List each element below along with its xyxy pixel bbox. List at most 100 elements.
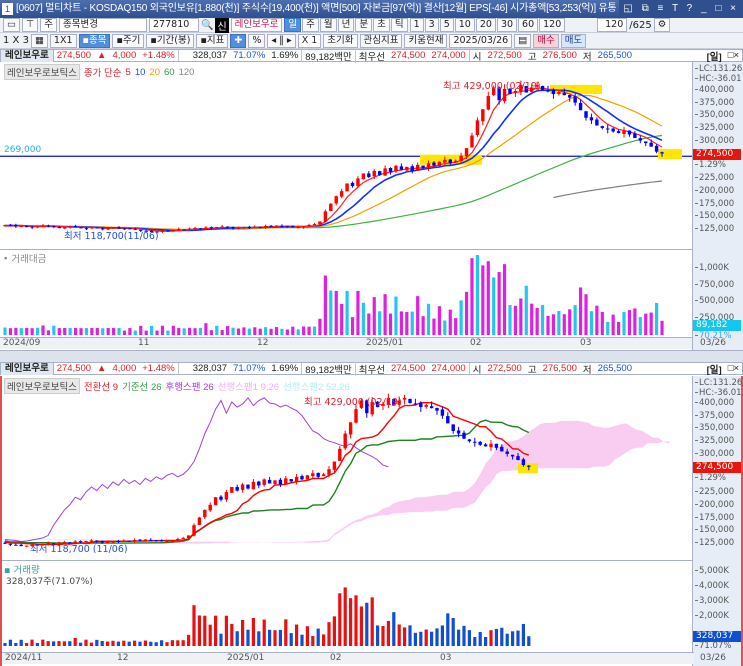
play-back-icon[interactable]: ◂ ‖ ▸	[267, 33, 296, 48]
minute-tab[interactable]: 30	[496, 18, 518, 32]
range-button[interactable]: ▪기간(봉)	[146, 33, 195, 48]
period-tab[interactable]: 월	[319, 18, 337, 32]
period-tag[interactable]: [일]	[706, 364, 722, 376]
low-annotation: 최저 118,700 (11/06)	[30, 544, 128, 555]
amount-bar	[416, 296, 420, 335]
volume-bar	[413, 632, 417, 646]
volume-bar	[127, 641, 131, 646]
period-tag[interactable]: [일]	[706, 51, 722, 63]
candle-body	[176, 538, 180, 540]
candle-body	[219, 496, 223, 500]
minute-tab[interactable]: 20	[475, 18, 496, 32]
candle-body	[334, 196, 338, 204]
candle-body	[578, 102, 583, 111]
quote-price: 274,500	[56, 363, 92, 374]
chart2-stock-label[interactable]: 레인보우로보틱스	[4, 378, 80, 394]
window-icon[interactable]: ▭	[3, 18, 20, 32]
quote-volume: 328,037	[192, 363, 228, 374]
volume-bar	[73, 637, 77, 646]
candle-body	[654, 145, 659, 152]
period-tab[interactable]: 일	[284, 18, 302, 32]
chart-divider[interactable]	[0, 350, 743, 362]
candle-body	[426, 163, 431, 168]
stock-code-input[interactable]: 277810	[149, 18, 200, 32]
chart1-price-axis[interactable]: LC:131.26 HC:-36.01 400,000 375,000 350,00…	[692, 62, 743, 350]
indicator-button[interactable]: ▪지표	[196, 33, 229, 48]
volume-bar	[214, 615, 218, 646]
candle-body	[530, 87, 534, 92]
axis-tick: 175,000	[695, 199, 734, 209]
period-button[interactable]: ▪주기	[112, 33, 145, 48]
amount-bar	[421, 316, 425, 335]
amount-bar	[166, 330, 170, 335]
axis-tick: 125,000	[695, 224, 734, 234]
amount-bar	[475, 255, 480, 335]
reset-button[interactable]: 초기화	[323, 33, 358, 48]
search-icon[interactable]: 🔍	[201, 19, 214, 31]
settings-icon[interactable]: ⚙	[653, 18, 671, 32]
candle-body	[84, 228, 89, 230]
candle-body	[25, 226, 29, 228]
candle-body	[329, 203, 333, 212]
minute-tab[interactable]: 10	[454, 18, 475, 32]
chart2-price-axis[interactable]: LC:131.26 HC:-36.01 400,000 375,000 350,00…	[692, 376, 743, 666]
period-tab[interactable]: 주	[302, 18, 319, 32]
amount-bar	[323, 275, 327, 335]
volume-bar	[295, 624, 299, 646]
candle-body	[437, 161, 442, 166]
minute-tab[interactable]: 1	[409, 18, 424, 32]
buy-button[interactable]: 매수	[533, 33, 559, 48]
period-tab[interactable]: 년	[337, 18, 355, 32]
candle-body	[524, 85, 528, 93]
amount-bar	[497, 272, 501, 335]
date-tick: 02	[330, 653, 342, 663]
minute-tab[interactable]: 3	[424, 18, 439, 32]
crosshair-icon[interactable]: ✚	[230, 33, 247, 48]
axis-tick: 300,000	[695, 136, 734, 146]
minute-tab[interactable]: 120	[539, 18, 566, 32]
period-tab[interactable]: 초	[373, 18, 390, 32]
sell-button[interactable]: 매도	[560, 33, 587, 48]
volume-title: 거래대금	[11, 254, 47, 265]
market-select[interactable]: 주	[40, 18, 58, 32]
maximize-icon[interactable]: □×	[727, 50, 739, 61]
minute-tab[interactable]: 5	[439, 18, 454, 32]
pane-separator	[0, 249, 692, 250]
period-tab[interactable]: 분	[355, 18, 373, 32]
candle-body	[535, 84, 539, 87]
calendar-icon[interactable]: ▤	[514, 33, 532, 48]
amount-bar	[638, 317, 642, 335]
stock-button[interactable]: ▪종목	[78, 33, 111, 48]
candle-body	[41, 544, 45, 546]
period-tab[interactable]: 틱	[390, 18, 408, 32]
candle-body	[375, 401, 380, 408]
volume-bar	[25, 642, 29, 646]
date-tick: 03	[580, 338, 592, 348]
volume-bar	[138, 641, 142, 646]
multiplier-select[interactable]: X 1	[297, 33, 322, 48]
chart1-stock-label[interactable]: 레인보우로보틱스	[4, 64, 80, 80]
minute-tab[interactable]: 60	[518, 18, 539, 32]
bar-count-input[interactable]: 120	[597, 18, 628, 32]
stock-name: 레인보우로	[230, 18, 283, 32]
date-input[interactable]: 2025/03/26	[449, 33, 513, 48]
volume-bar	[386, 620, 390, 646]
grid-icon[interactable]: ▦	[30, 33, 48, 48]
window-controls[interactable]: ◱ ⧉ ≡ T ? _ □ ×	[619, 0, 743, 18]
candle-body	[405, 166, 409, 171]
pin-icon[interactable]: ⊤	[21, 18, 39, 32]
kiwoom-button[interactable]: 키움현재	[404, 33, 448, 48]
layout-1x1-button[interactable]: 1X1	[49, 33, 77, 48]
candle-body	[446, 416, 450, 424]
fav-indicator-button[interactable]: 관심지표	[359, 33, 403, 48]
volume-bar	[14, 642, 18, 646]
candle-body	[257, 481, 261, 486]
amount-bar	[253, 327, 257, 335]
amount-bar	[188, 327, 192, 335]
maximize-icon[interactable]: □×	[727, 363, 739, 374]
date-tick: 12	[117, 653, 129, 663]
stock-change-select[interactable]: 종목변경	[59, 18, 148, 32]
chart-canvas[interactable]	[0, 0, 692, 666]
candle-body	[644, 141, 648, 144]
percent-icon[interactable]: %	[248, 33, 266, 48]
